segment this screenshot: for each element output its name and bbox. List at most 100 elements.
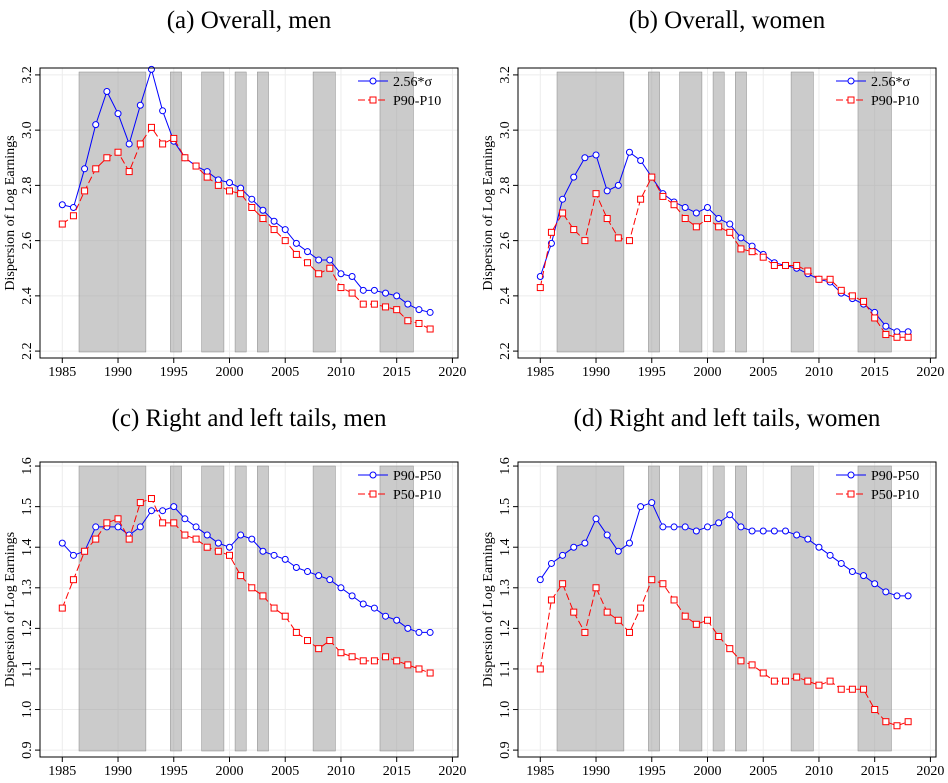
marker: [815, 543, 823, 551]
marker: [248, 535, 256, 543]
plot-frame: [517, 67, 937, 359]
series-line: [61, 126, 431, 330]
y-tick-label: 1.3: [20, 579, 35, 597]
marker: [681, 523, 689, 531]
marker: [882, 322, 890, 330]
marker: [726, 220, 734, 228]
marker: [726, 511, 734, 519]
y-tick-label: 1.4: [498, 538, 513, 556]
y-tick-label: 1.5: [20, 498, 35, 516]
marker: [759, 253, 767, 261]
marker: [759, 527, 767, 535]
y-tick-label: 3.2: [498, 66, 513, 84]
marker: [114, 515, 122, 523]
x-tick-label: 2005: [749, 365, 777, 380]
marker: [181, 531, 189, 539]
panel: (d) Right and left tails, women 1985 1990 1…: [481, 405, 944, 779]
marker: [192, 535, 200, 543]
marker: [559, 209, 567, 217]
marker: [837, 685, 845, 693]
marker: [670, 523, 678, 531]
x-tick-label: 2000: [215, 365, 243, 380]
marker: [737, 234, 745, 242]
marker: [592, 584, 600, 592]
panel: (b) Overall, women 1985 1990 1995 2000 2005 20…: [481, 7, 944, 380]
marker: [192, 523, 200, 531]
marker: [670, 201, 678, 209]
y-tick-label: 1.0: [20, 701, 35, 719]
legend-marker: [847, 471, 855, 479]
marker: [136, 523, 144, 531]
marker: [359, 286, 367, 294]
marker: [726, 645, 734, 653]
marker: [614, 547, 622, 555]
marker: [159, 519, 167, 527]
x-tick-label: 2010: [327, 365, 355, 380]
recession-band: [170, 71, 182, 353]
marker: [315, 572, 323, 580]
panel: (a) Overall, men 1985 1990 1995 2000 2005 2010…: [3, 7, 466, 380]
marker: [570, 543, 578, 551]
marker: [848, 685, 856, 693]
x-tick-label: 2015: [861, 764, 889, 779]
marker: [92, 165, 100, 173]
marker: [315, 256, 323, 264]
marker: [203, 531, 211, 539]
recession-band: [257, 465, 269, 752]
y-tick-label: 2.4: [20, 287, 35, 305]
marker: [359, 600, 367, 608]
marker: [237, 572, 245, 580]
marker: [837, 286, 845, 294]
marker: [637, 195, 645, 203]
marker: [737, 245, 745, 253]
marker: [782, 527, 790, 535]
x-tick-label: 2005: [271, 365, 299, 380]
marker: [826, 551, 834, 559]
marker: [715, 519, 723, 527]
marker: [893, 333, 901, 341]
marker: [692, 223, 700, 231]
marker: [715, 215, 723, 223]
marker: [58, 604, 66, 612]
marker: [726, 228, 734, 236]
marker: [793, 531, 801, 539]
plot-frame: [39, 67, 459, 359]
marker: [570, 608, 578, 616]
y-axis-label: Dispersion of Log Earnings: [3, 532, 18, 687]
marker: [292, 239, 300, 247]
marker: [214, 181, 222, 189]
marker: [181, 515, 189, 523]
marker: [804, 677, 812, 685]
marker: [225, 543, 233, 551]
marker: [337, 649, 345, 657]
marker: [782, 261, 790, 269]
marker: [871, 314, 879, 322]
marker: [259, 592, 267, 600]
marker: [570, 226, 578, 234]
marker: [770, 261, 778, 269]
marker: [69, 203, 77, 211]
marker: [893, 722, 901, 730]
legend-label: 2.56*σ: [393, 75, 433, 90]
marker: [370, 604, 378, 612]
x-tick-label: 2005: [749, 764, 777, 779]
marker: [759, 669, 767, 677]
marker: [703, 523, 711, 531]
marker: [614, 234, 622, 242]
recession-band: [712, 71, 725, 353]
chart-title: (d) Right and left tails, women: [574, 405, 881, 432]
marker: [570, 173, 578, 181]
marker: [603, 187, 611, 195]
marker: [637, 503, 645, 511]
marker: [536, 576, 544, 584]
marker: [159, 507, 167, 515]
x-tick-label: 1990: [104, 365, 132, 380]
marker: [58, 201, 66, 209]
plot-frame: [39, 461, 459, 758]
marker: [404, 300, 412, 308]
marker: [270, 604, 278, 612]
x-tick-label: 1990: [104, 764, 132, 779]
marker: [426, 628, 434, 636]
marker: [547, 228, 555, 236]
